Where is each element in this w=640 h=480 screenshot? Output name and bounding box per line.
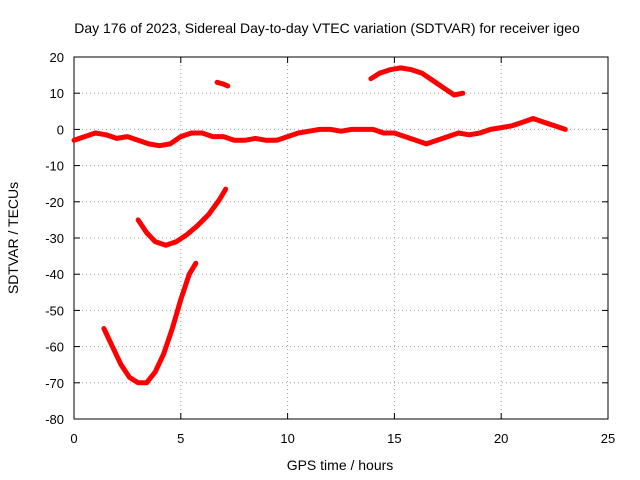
y-tick-label: -70 — [45, 376, 64, 391]
y-axis-label: SDTVAR / TECUs — [5, 182, 21, 294]
y-tick-label: 10 — [50, 86, 64, 101]
y-tick-label: 0 — [57, 122, 64, 137]
grid-lines — [74, 57, 608, 419]
x-tick-label: 0 — [70, 431, 77, 446]
data-series — [71, 65, 568, 386]
series-short-segment — [214, 79, 231, 89]
y-tick-label: -30 — [45, 231, 64, 246]
chart-title: Day 176 of 2023, Sidereal Day-to-day VTE… — [74, 20, 580, 36]
x-tick-label: 20 — [494, 431, 508, 446]
series-baseline — [71, 116, 568, 149]
y-tick-label: 20 — [50, 50, 64, 65]
y-tick-label: -40 — [45, 267, 64, 282]
y-tick-label: -80 — [45, 412, 64, 427]
x-tick-label: 25 — [601, 431, 615, 446]
y-tick-label: -50 — [45, 303, 64, 318]
x-tick-label: 15 — [387, 431, 401, 446]
y-tick-label: -60 — [45, 340, 64, 355]
series-arc-low — [101, 260, 199, 386]
y-tick-label: -10 — [45, 159, 64, 174]
axis-ticks: -80 -70 -60 -50 -40 -30 -20 -10 0 10 20 0 5 10 15 20 25 — [45, 50, 615, 446]
x-tick-label: 10 — [280, 431, 294, 446]
series-arc-mid — [135, 186, 229, 248]
x-axis-label: GPS time / hours — [287, 457, 394, 473]
y-tick-label: -20 — [45, 195, 64, 210]
x-tick-label: 5 — [177, 431, 184, 446]
series-arc-high — [368, 65, 466, 98]
